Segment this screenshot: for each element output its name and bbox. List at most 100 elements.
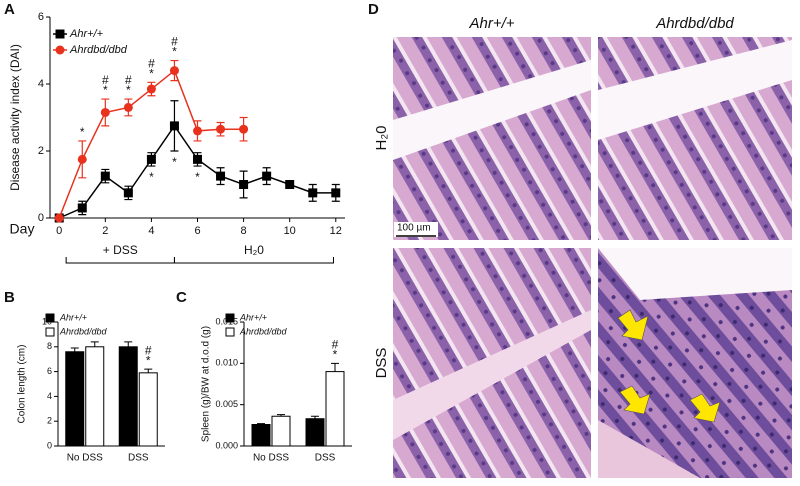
panel-label: C	[176, 289, 187, 306]
data-point	[100, 107, 110, 117]
legend-marker	[55, 45, 65, 55]
data-point	[193, 154, 202, 164]
significance-mark: #	[148, 56, 155, 70]
error-bar	[277, 414, 285, 417]
lumen	[393, 60, 591, 160]
x-tick-label: 2	[102, 225, 108, 237]
significance-mark: *	[333, 348, 338, 362]
y-tick-label: 0.010	[215, 358, 238, 368]
significance-mark: #	[125, 73, 132, 87]
legend-label: Ahrdbd/dbd	[69, 44, 128, 56]
panel-label: B	[4, 289, 15, 306]
legend-label: Ahrdbd/dbd	[239, 326, 288, 336]
y-tick-label: 2	[38, 145, 44, 157]
data-point	[285, 180, 295, 189]
phase-label: + DSS	[103, 243, 138, 257]
error-bar	[70, 347, 79, 352]
arrow	[689, 393, 721, 423]
data-point	[193, 126, 202, 136]
lumen	[393, 310, 591, 440]
significance-mark: #	[102, 73, 109, 87]
data-point	[146, 154, 156, 164]
data-point	[216, 124, 226, 134]
column-label: Ahr+/+	[468, 15, 514, 32]
legend-label: Ahr+/+	[69, 28, 104, 40]
significance-mark: *	[80, 125, 85, 139]
data-point	[239, 124, 249, 134]
legend-marker	[55, 29, 65, 39]
arrow	[619, 385, 651, 415]
error-bar	[90, 341, 99, 347]
panel-label: D	[368, 1, 379, 18]
data-point	[77, 154, 87, 164]
data-point	[123, 102, 133, 112]
bar	[305, 418, 325, 447]
y-tick-label: 8	[47, 341, 52, 351]
x-axis-label: Day	[10, 221, 35, 237]
data-point	[54, 213, 64, 223]
scale-label: 100 µm	[397, 223, 431, 234]
y-tick-label: 0.000	[215, 440, 238, 450]
x-tick-label: 8	[241, 225, 247, 237]
error-bar	[311, 415, 319, 419]
panel-label: A	[4, 1, 15, 18]
row-label: H₂0	[373, 126, 390, 151]
y-axis-label: Spleen (g)/BW at d.o.d (g)	[201, 326, 212, 442]
significance-mark: *	[149, 170, 154, 184]
y-tick-label: 0.005	[215, 399, 238, 409]
error-bar	[257, 423, 265, 425]
scale-box	[394, 222, 438, 237]
data-point	[239, 180, 249, 189]
significance-mark: *	[146, 353, 151, 367]
data-point	[146, 84, 156, 94]
x-tick-label: DSS	[315, 453, 336, 464]
x-tick-label: No DSS	[67, 453, 103, 464]
significance-mark: #	[171, 35, 178, 49]
data-point	[216, 171, 226, 181]
legend-marker	[225, 313, 235, 323]
significance-mark: *	[103, 83, 108, 97]
legend-marker	[225, 327, 235, 337]
phase-bracket	[65, 257, 175, 264]
x-tick-label: DSS	[128, 453, 149, 464]
y-tick-label: 0	[47, 440, 52, 450]
bar	[271, 415, 291, 447]
bar	[138, 372, 158, 447]
significance-mark: *	[172, 155, 177, 169]
legend-label: Ahr+/+	[239, 312, 267, 322]
x-tick-label: 6	[194, 225, 200, 237]
row-label: DSS	[373, 348, 390, 379]
legend-marker	[45, 327, 55, 337]
lumen	[598, 40, 792, 140]
data-point	[77, 203, 87, 213]
significance-mark: *	[149, 66, 154, 80]
bar	[118, 346, 138, 447]
lumen	[598, 248, 792, 300]
y-tick-label: 2	[47, 416, 52, 426]
y-axis-label: Colon length (cm)	[17, 345, 28, 424]
bar	[65, 351, 85, 447]
significance-mark: *	[195, 170, 200, 184]
legend-marker	[45, 313, 55, 323]
data-point	[262, 171, 272, 181]
data-point	[331, 188, 341, 198]
column-label: Ahrdbd/dbd	[655, 15, 734, 32]
legend-label: Ahrdbd/dbd	[59, 326, 108, 336]
data-point	[100, 171, 110, 181]
error-bar	[331, 362, 339, 372]
data-point	[169, 121, 179, 131]
bar	[85, 346, 105, 447]
x-tick-label: No DSS	[253, 453, 289, 464]
legend-label: Ahr+/+	[59, 312, 87, 322]
data-point	[308, 188, 318, 198]
y-axis-label: Disease activity index (DAI)	[8, 44, 22, 191]
error-bar	[124, 341, 133, 347]
histology: 100 µm Ahr+/+ Ahrdbd/dbd H₂0 DSS	[373, 15, 792, 478]
submucosa	[598, 420, 700, 478]
x-tick-label: 4	[148, 225, 154, 237]
y-tick-label: 6	[47, 366, 52, 376]
data-point	[169, 66, 179, 76]
data-point	[123, 188, 133, 198]
y-tick-label: 4	[38, 78, 44, 90]
